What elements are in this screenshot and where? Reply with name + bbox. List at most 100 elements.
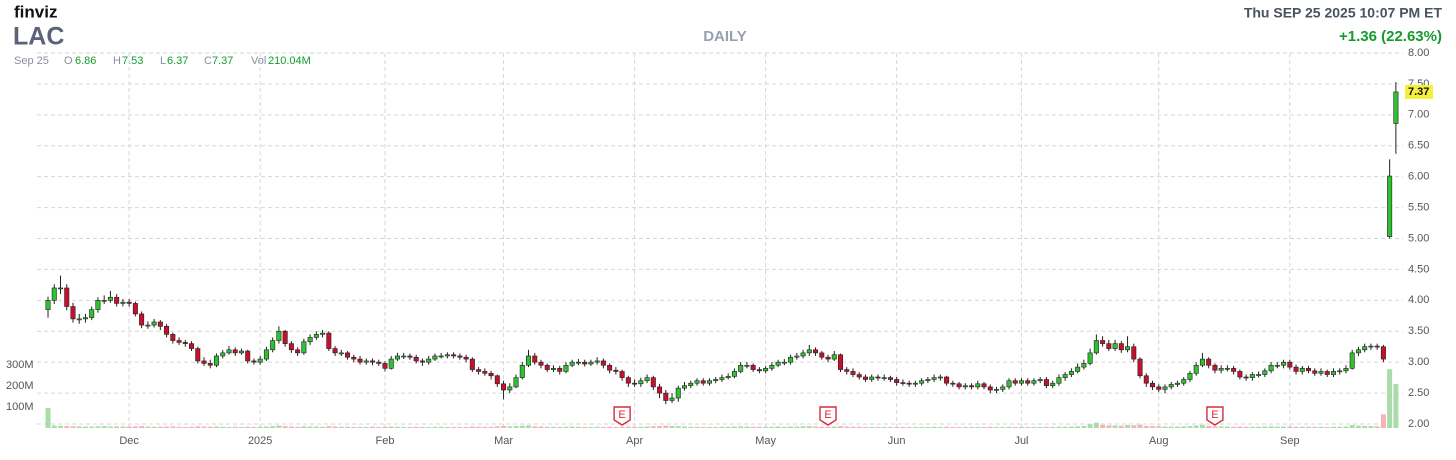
volume-bar [931,426,937,428]
candle-body [376,361,382,364]
y-tick-label: 4.00 [1408,294,1429,306]
volume-bar [232,426,238,428]
candle-body [120,301,126,304]
candle-body [600,360,606,366]
volume-bar [844,426,850,428]
volume-bar [781,426,787,428]
volume-bar [357,426,363,428]
volume-bar [725,426,731,428]
candle-body [82,317,88,320]
volume-bar [151,426,157,428]
candle-body [1206,358,1212,366]
candle-body [1193,364,1199,374]
candle-body [1031,380,1037,384]
volume-bar [975,426,981,428]
volume-bar [756,426,762,428]
candle-body [819,352,825,358]
volume-bar [107,426,113,428]
volume-bar [1187,426,1193,428]
candle-body [1243,376,1249,379]
volume-bar [919,426,925,428]
legend-value: 6.37 [167,55,188,67]
candle-body [1355,349,1361,354]
volume-bar [276,425,282,428]
volume-bar [1337,426,1343,428]
volume-bar [894,426,900,428]
candle-body [794,355,800,358]
candle-body [444,354,450,357]
candle-body [1362,346,1368,351]
candle-body [1374,345,1380,348]
legend-date: Sep 25 [14,55,49,67]
candle-body [607,364,613,371]
candle-body [738,364,744,372]
candle-body [1393,91,1399,124]
volume-bar [432,426,438,428]
candle-body [301,341,307,354]
volume-bar [881,426,887,428]
volume-bar [1050,426,1056,428]
candle-body [1081,363,1087,368]
candle-body [544,364,550,370]
volume-bar [887,426,893,428]
candle-body [357,358,363,363]
volume-bar [1362,425,1368,428]
candle-body [1181,379,1187,384]
candle-body [1268,364,1274,372]
legend-label: C [204,55,212,67]
volume-bar [282,426,288,428]
volume-bar [638,426,644,428]
volume-bar [401,426,407,428]
candle-body [912,382,918,385]
candle-body [1000,386,1006,390]
candle-body [869,376,875,380]
volume-bar [1162,426,1168,428]
candle-body [494,375,500,385]
volume-bar [488,426,494,428]
volume-bar [1100,424,1106,428]
volume-bar [900,426,906,428]
volume-bar [1237,426,1243,428]
candle-body [682,385,688,389]
volume-bar [526,425,532,428]
candle-body [619,371,625,378]
candle-body [1062,374,1068,378]
y-tick-label: 7.00 [1408,109,1429,121]
volume-bar [1018,426,1024,428]
candle-body [713,379,719,382]
volume-bar [788,426,794,428]
candle-body [338,352,344,355]
volume-bar [1318,426,1324,428]
volume-bar [1256,426,1262,428]
candle-body [307,337,313,343]
candle-body [1330,371,1336,375]
candle-body [569,361,575,366]
x-tick-label: Jun [888,435,906,447]
volume-bar [1306,426,1312,428]
volume-bar [856,426,862,428]
volume-bar [825,426,831,428]
y-tick-label: 6.50 [1408,140,1429,152]
candle-body [775,361,781,366]
candle-body [694,380,700,384]
x-tick-label: Sep [1280,435,1300,447]
volume-bar [494,426,500,428]
volume-bar [388,426,394,428]
volume-bar [1193,425,1199,428]
volume-bar [1143,425,1149,428]
candle-body [1318,371,1324,374]
volume-bar [1181,426,1187,428]
candle-body [657,386,663,394]
candle-body [731,371,737,377]
x-tick-label: Aug [1149,435,1169,447]
volume-bar [1106,425,1112,428]
volume-bar [1031,426,1037,428]
volume-bar [413,426,419,428]
volume-bar [819,426,825,428]
candle-body [981,383,987,388]
volume-bar [58,425,64,428]
candle-body [1212,364,1218,371]
candle-body [1293,366,1299,372]
candle-body [519,364,525,378]
timeframe: DAILY [703,28,747,45]
